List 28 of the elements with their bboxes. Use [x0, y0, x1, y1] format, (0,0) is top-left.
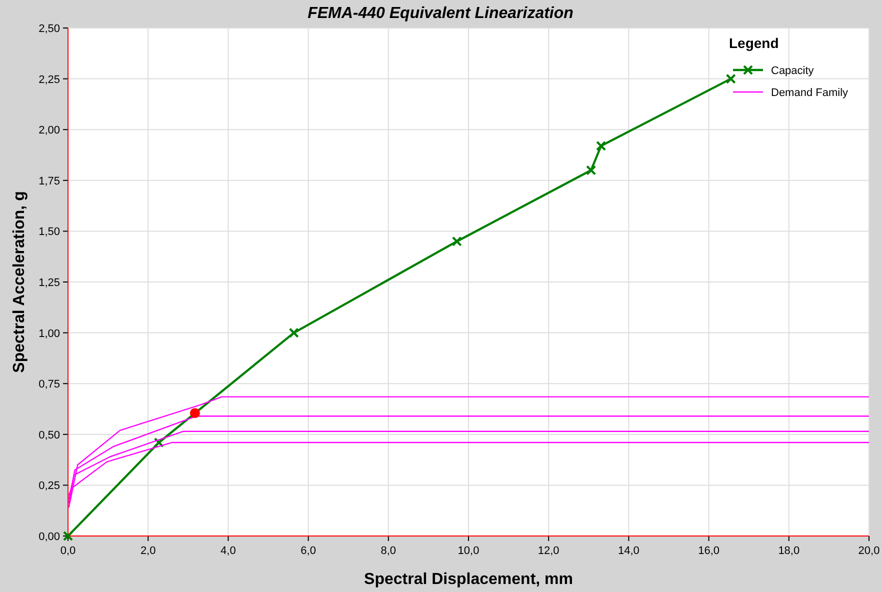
legend-title: Legend	[729, 35, 779, 51]
x-tick-label: 12,0	[538, 545, 560, 557]
legend-label: Capacity	[771, 65, 814, 77]
y-tick-label: 0,75	[38, 378, 60, 391]
y-tick-label: 0,50	[38, 429, 60, 442]
x-tick-label: 4,0	[220, 545, 236, 557]
y-tick-label: 2,25	[38, 74, 60, 86]
y-tick-label: 2,50	[38, 23, 60, 35]
y-tick-label: 1,75	[38, 175, 60, 188]
y-tick-label: 1,50	[38, 226, 60, 238]
x-tick-label: 0,0	[60, 545, 76, 557]
x-tick-label: 6,0	[300, 545, 316, 557]
x-tick-label: 20,0	[858, 545, 880, 557]
x-tick-label: 2,0	[140, 545, 156, 557]
x-tick-label: 18,0	[778, 545, 800, 557]
x-tick-label: 10,0	[458, 545, 480, 557]
legend-label: Demand Family	[771, 87, 849, 99]
chart-title: FEMA-440 Equivalent Linearization	[308, 5, 574, 22]
x-tick-label: 16,0	[698, 545, 720, 557]
y-tick-label: 0,25	[38, 480, 60, 492]
x-axis-title: Spectral Displacement, mm	[364, 571, 573, 588]
y-tick-label: 1,00	[38, 328, 60, 340]
x-tick-label: 14,0	[618, 545, 640, 557]
x-tick-label: 8,0	[380, 545, 396, 557]
y-tick-label: 0,00	[38, 531, 60, 543]
y-tick-label: 1,25	[38, 277, 60, 289]
y-axis-title: Spectral Acceleration, g	[11, 191, 28, 373]
y-tick-label: 2,00	[38, 124, 60, 137]
